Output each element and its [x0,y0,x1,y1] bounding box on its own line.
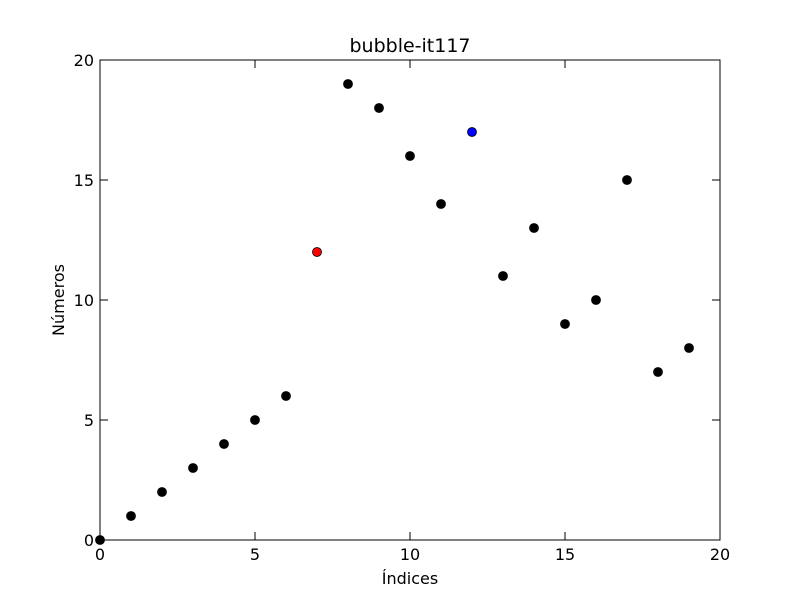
axis-tick-labels: 0 5 10 15 20 0 5 10 15 20 [74,51,731,564]
data-points [95,79,694,545]
data-point [529,223,539,233]
data-point [405,151,415,161]
plot-area-frame [99,59,721,541]
data-point [653,367,663,377]
y-tick-label: 5 [84,411,94,430]
data-point [498,271,508,281]
data-point [312,247,322,257]
data-point [281,391,291,401]
y-axis-label: Números [49,264,68,336]
data-point [250,415,260,425]
y-tick-label: 10 [74,291,94,310]
x-axis-label: Índices [382,569,438,588]
data-point [188,463,198,473]
data-point [436,199,446,209]
x-tick-label: 0 [95,545,105,564]
y-tick-label: 15 [74,171,94,190]
x-tick-label: 15 [555,545,575,564]
data-point [157,487,167,497]
chart-title: bubble-it117 [349,35,470,57]
data-point [467,127,477,137]
y-tick-label: 0 [84,531,94,550]
data-point [219,439,229,449]
data-point [126,511,136,521]
data-point [560,319,570,329]
y-tick-label: 20 [74,51,94,70]
data-point [343,79,353,89]
x-tick-label: 10 [400,545,420,564]
data-point [622,175,632,185]
x-tick-label: 20 [710,545,730,564]
x-tick-label: 5 [250,545,260,564]
data-point [591,295,601,305]
data-point [684,343,694,353]
data-point [374,103,384,113]
